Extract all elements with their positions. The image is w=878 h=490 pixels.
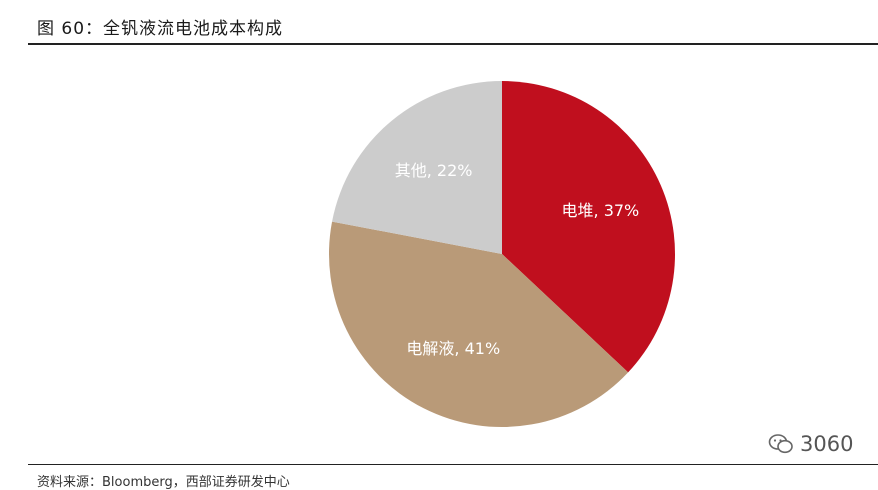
watermark: 3060	[768, 432, 853, 456]
slice-label-3: 其他, 22%	[395, 161, 473, 180]
watermark-text: 3060	[800, 432, 854, 456]
wechat-icon	[768, 434, 793, 454]
pie-slice-2	[328, 221, 629, 428]
slice-label-1: 电堆, 37%	[562, 201, 640, 220]
chart-title: 图 60：全钒液流电池成本构成	[37, 19, 284, 39]
pie-slices	[328, 81, 676, 428]
bottom-divider	[28, 464, 878, 465]
slice-label-2: 电解液, 41%	[406, 339, 500, 358]
pie-slice-1	[502, 81, 676, 373]
pie-labels: 电堆, 37% 电解液, 41% 其他, 22%	[395, 161, 640, 358]
pie-slice-3	[332, 81, 502, 254]
top-divider	[28, 43, 878, 45]
